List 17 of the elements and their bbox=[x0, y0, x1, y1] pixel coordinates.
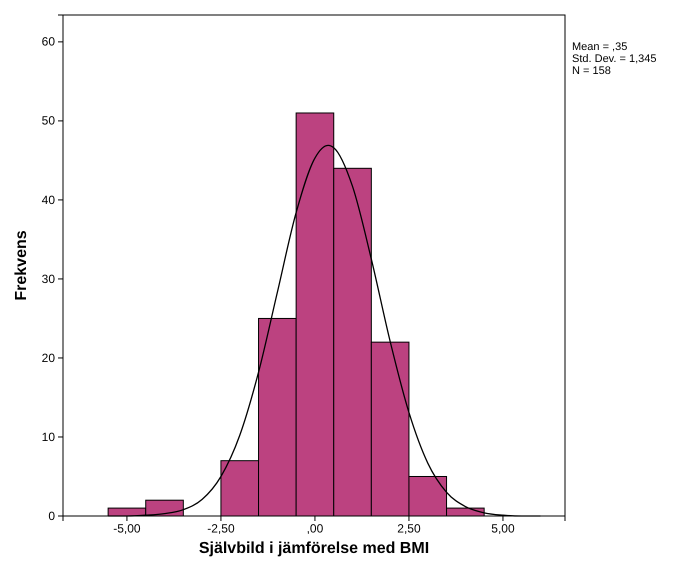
x-tick-label: 5,00 bbox=[491, 522, 515, 536]
x-tick-label: 2,50 bbox=[397, 522, 421, 536]
y-axis-title: Frekvens bbox=[13, 230, 30, 301]
y-tick-label: 50 bbox=[42, 114, 56, 128]
y-tick-label: 10 bbox=[42, 430, 56, 444]
x-tick-label: ,00 bbox=[306, 522, 324, 536]
text: Mean = ,35 bbox=[572, 41, 628, 53]
x-tick-label: -2,50 bbox=[207, 522, 235, 536]
y-tick-label: 40 bbox=[42, 192, 56, 207]
x-axis-title: Självbild i jämförelse med BMI bbox=[198, 540, 430, 557]
text: Std. Dev. = 1,345 bbox=[572, 53, 656, 65]
text: N = 158 bbox=[572, 65, 611, 77]
y-tick-label: 20 bbox=[42, 350, 56, 365]
y-tick-label: 0 bbox=[48, 508, 56, 523]
y-tick-label: 60 bbox=[42, 34, 56, 49]
y-tick-label: 30 bbox=[42, 272, 56, 286]
x-tick-label: -5,00 bbox=[113, 522, 141, 536]
